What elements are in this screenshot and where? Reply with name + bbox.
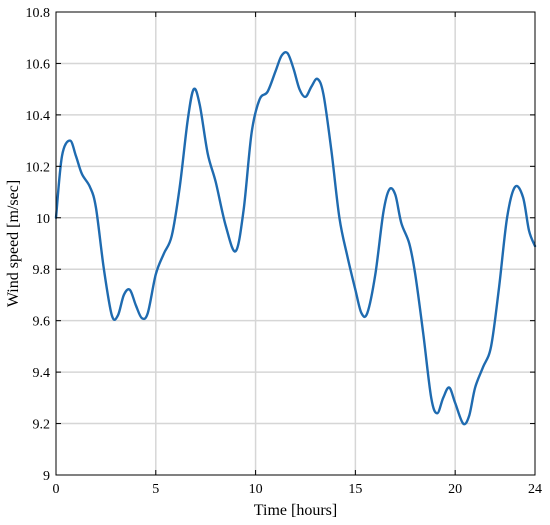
x-axis-label: Time [hours] bbox=[254, 502, 337, 519]
ticks: 0 5 10 15 20 24 9 9.2 9.4 9.6 9.8 10 10.2 10.4 10.6 10.… bbox=[26, 6, 543, 497]
series-line-0 bbox=[54, 51, 537, 426]
grid bbox=[56, 12, 535, 475]
y-tick-label-3: 9.6 bbox=[33, 315, 51, 330]
y-tick-label-4: 9.8 bbox=[33, 263, 51, 278]
y-axis-label: Wind speed [m/sec] bbox=[5, 180, 22, 307]
x-tick-label-0: 0 bbox=[53, 482, 60, 497]
y-tick-label-6: 10.2 bbox=[26, 160, 51, 175]
y-tick-label-1: 9.2 bbox=[33, 418, 51, 433]
x-tick-label-4: 20 bbox=[448, 482, 462, 497]
x-tick-label-2: 10 bbox=[249, 482, 263, 497]
y-tick-label-5: 10 bbox=[36, 212, 50, 227]
x-tick-label-5: 24 bbox=[528, 482, 542, 497]
y-tick-label-8: 10.6 bbox=[26, 57, 51, 72]
y-tick-label-7: 10.4 bbox=[26, 109, 51, 124]
y-tick-label-2: 9.4 bbox=[33, 366, 51, 381]
series-layer bbox=[54, 51, 537, 426]
x-tick-label-3: 15 bbox=[348, 482, 362, 497]
x-tick-label-1: 5 bbox=[152, 482, 159, 497]
axes bbox=[55, 11, 536, 476]
y-tick-label-0: 9 bbox=[43, 469, 50, 484]
plot-frame bbox=[55, 11, 536, 476]
y-tick-label-9: 10.8 bbox=[26, 6, 51, 21]
